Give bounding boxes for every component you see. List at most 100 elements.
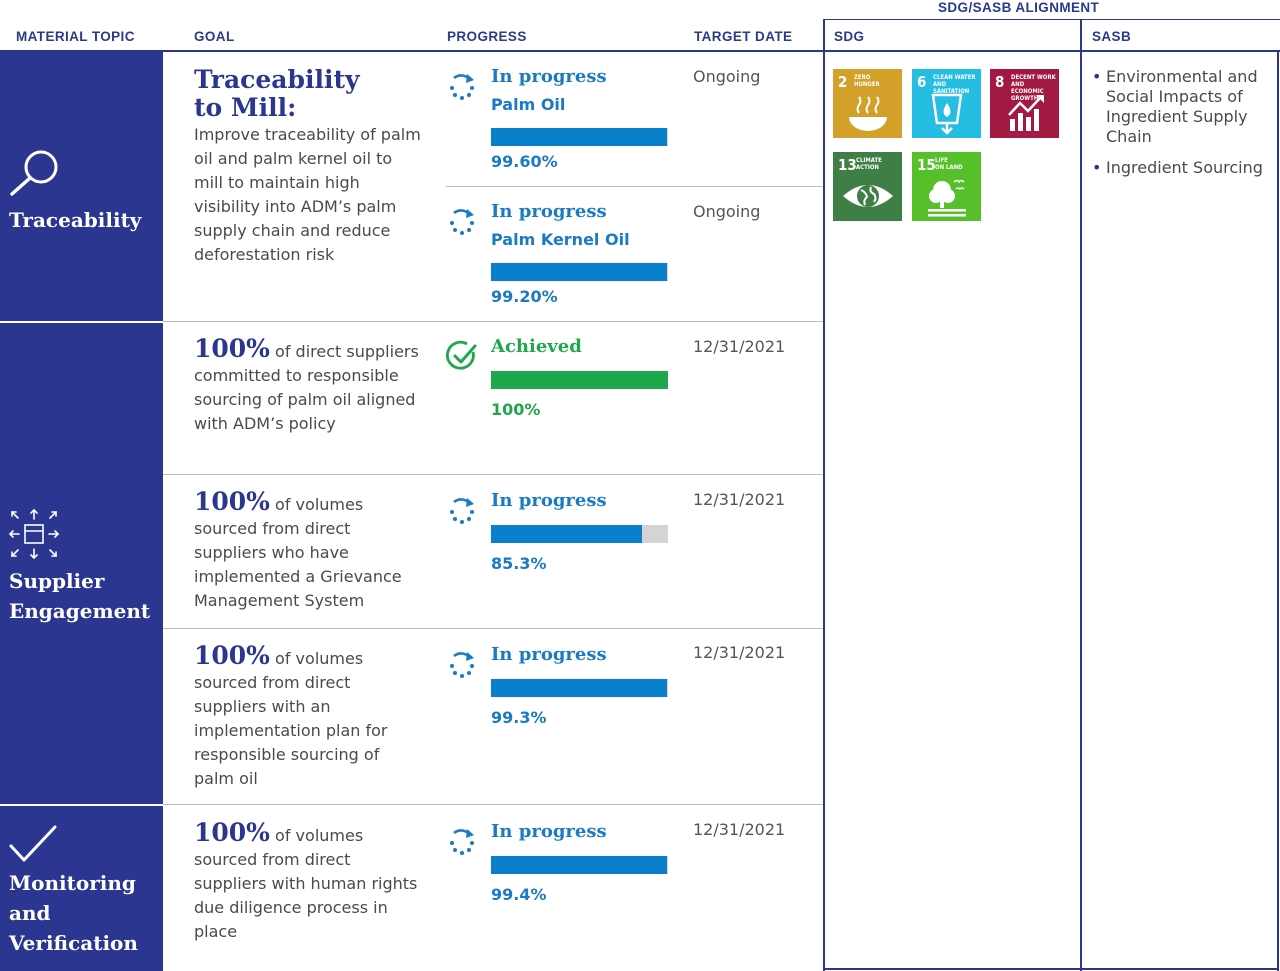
sdg-title-line: ECONOMIC GROWTH [1011, 88, 1044, 102]
sdg-number: 2 [838, 73, 848, 91]
target-date: Ongoing [693, 67, 761, 86]
sdg-number: 8 [995, 73, 1005, 91]
status-label: In progress [491, 490, 607, 511]
progress-bar-track [491, 856, 668, 874]
goal-text: of volumes sourced from direct suppliers… [194, 826, 418, 941]
target-date: Ongoing [693, 202, 761, 221]
topic-gap [0, 804, 163, 806]
sdg-8-tile: 8 DECENT WORK AND ECONOMIC GROWTH [990, 69, 1059, 138]
material-topic-header: MATERIAL TOPIC [16, 29, 135, 44]
progress-percent: 100% [491, 400, 541, 419]
goal-text: of volumes sourced from direct suppliers… [194, 649, 388, 788]
topic-supplier-engagement: Supplier Engagement [0, 323, 163, 804]
goal-traceability: Traceability to Mill: Improve traceabili… [194, 66, 424, 267]
target-date: 12/31/2021 [693, 337, 786, 356]
progress-header: PROGRESS [447, 29, 527, 44]
topic-label-supplier: Supplier [9, 569, 105, 593]
progress-bar-track [491, 679, 668, 697]
status-label: In progress [491, 821, 607, 842]
target-date: 12/31/2021 [693, 643, 786, 662]
in-progress-icon [450, 829, 474, 855]
progress-percent: 99.4% [491, 885, 547, 904]
topic-gap [0, 321, 163, 323]
in-progress-icon [450, 652, 474, 678]
topic-traceability: Traceability [0, 52, 163, 321]
goal-human-rights: 100% of volumes sourced from direct supp… [194, 818, 424, 944]
sdg-left-border [823, 19, 825, 971]
target-date: 12/31/2021 [693, 820, 786, 839]
sdg-number: 15 [917, 156, 936, 174]
growth-chart-icon [1008, 95, 1044, 131]
tree-birds-icon [928, 179, 966, 217]
alignment-header: SDG/SASB ALIGNMENT [938, 0, 1100, 15]
goal-text: of volumes sourced from direct suppliers… [194, 495, 402, 610]
progress-percent: 99.3% [491, 708, 547, 727]
goal-highlight: 100% [194, 818, 270, 847]
goal-highlight: Traceability to Mill: [194, 65, 360, 122]
sdg-title-line: ACTION [856, 164, 879, 171]
sdg-title-line: LIFE [935, 157, 948, 164]
sdg-6-tile: 6 CLEAN WATER AND SANITATION [912, 69, 981, 138]
sasb-right-border [1277, 50, 1279, 971]
target-date: 12/31/2021 [693, 490, 786, 509]
in-progress-icon [450, 498, 474, 524]
topic-label-traceability: Traceability [9, 208, 142, 232]
sdg-title-line: HUNGER [854, 81, 880, 88]
progress-bar-fill [491, 128, 668, 146]
sdg-number: 6 [917, 73, 927, 91]
topic-label-and: and [9, 901, 51, 925]
progress-bar-track [491, 525, 668, 543]
row-divider [163, 628, 823, 629]
progress-bar-fill [491, 679, 667, 697]
topic-label-engagement: Engagement [9, 599, 151, 623]
goal-highlight: 100% [194, 641, 270, 670]
sdg-title-line: CLEAN WATER [933, 74, 976, 81]
progress-bar-fill [491, 371, 668, 389]
goal-direct-suppliers-committed: 100% of direct suppliers committed to re… [194, 334, 424, 436]
goal-grievance-management: 100% of volumes sourced from direct supp… [194, 487, 424, 613]
progress-bar-fill [491, 856, 667, 874]
progress-sublabel: Palm Kernel Oil [491, 230, 630, 249]
sdg-13-tile: 13 CLIMATE ACTION [833, 152, 902, 221]
progress-bar-track [491, 128, 668, 146]
sdg-title-line: ON LAND [935, 164, 963, 171]
progress-bar-fill [491, 525, 642, 543]
sdg-title: CLIMATE ACTION [856, 157, 902, 171]
sdg-title: CLEAN WATER AND SANITATION [933, 74, 979, 95]
progress-bar-track [491, 263, 668, 281]
status-label: In progress [491, 66, 607, 87]
goal-header: GOAL [194, 29, 235, 44]
goal-implementation-plan: 100% of volumes sourced from direct supp… [194, 641, 424, 791]
sasb-header: SASB [1092, 29, 1132, 44]
progress-percent: 99.60% [491, 152, 558, 171]
water-glass-icon [931, 93, 963, 135]
sdg-title-line: AND SANITATION [933, 81, 970, 95]
earth-eye-icon [843, 185, 893, 207]
in-progress-icon [450, 74, 474, 100]
sdg-title-line: DECENT WORK AND [1011, 74, 1056, 88]
progress-percent: 85.3% [491, 554, 547, 573]
row-divider [163, 321, 823, 322]
status-label: In progress [491, 201, 607, 222]
supplier-box-icon [8, 508, 60, 560]
sasb-item: Ingredient Sourcing [1092, 158, 1270, 178]
topic-monitoring-verification: Monitoring and Verification [0, 806, 163, 971]
sasb-list: Environmental and Social Impacts of Ingr… [1090, 67, 1270, 189]
goal-highlight: 100% [194, 334, 270, 363]
alignment-underline [824, 19, 1280, 20]
sdg-number: 13 [838, 156, 857, 174]
goal-text: of direct suppliers committed to respons… [194, 342, 419, 433]
row-divider [446, 186, 823, 187]
target-date-header: TARGET DATE [694, 29, 793, 44]
progress-bar-fill [491, 263, 667, 281]
topic-label-verification: Verification [9, 931, 138, 955]
row-divider [163, 804, 823, 805]
sasb-left-border [1080, 19, 1082, 971]
goal-highlight: 100% [194, 487, 270, 516]
status-label: Achieved [491, 336, 582, 357]
header-divider [0, 50, 1280, 52]
sdg-title: ZERO HUNGER [854, 74, 900, 88]
alignment-bottom-border [823, 968, 1279, 970]
row-divider [163, 474, 823, 475]
sasb-item: Environmental and Social Impacts of Ingr… [1092, 67, 1270, 147]
